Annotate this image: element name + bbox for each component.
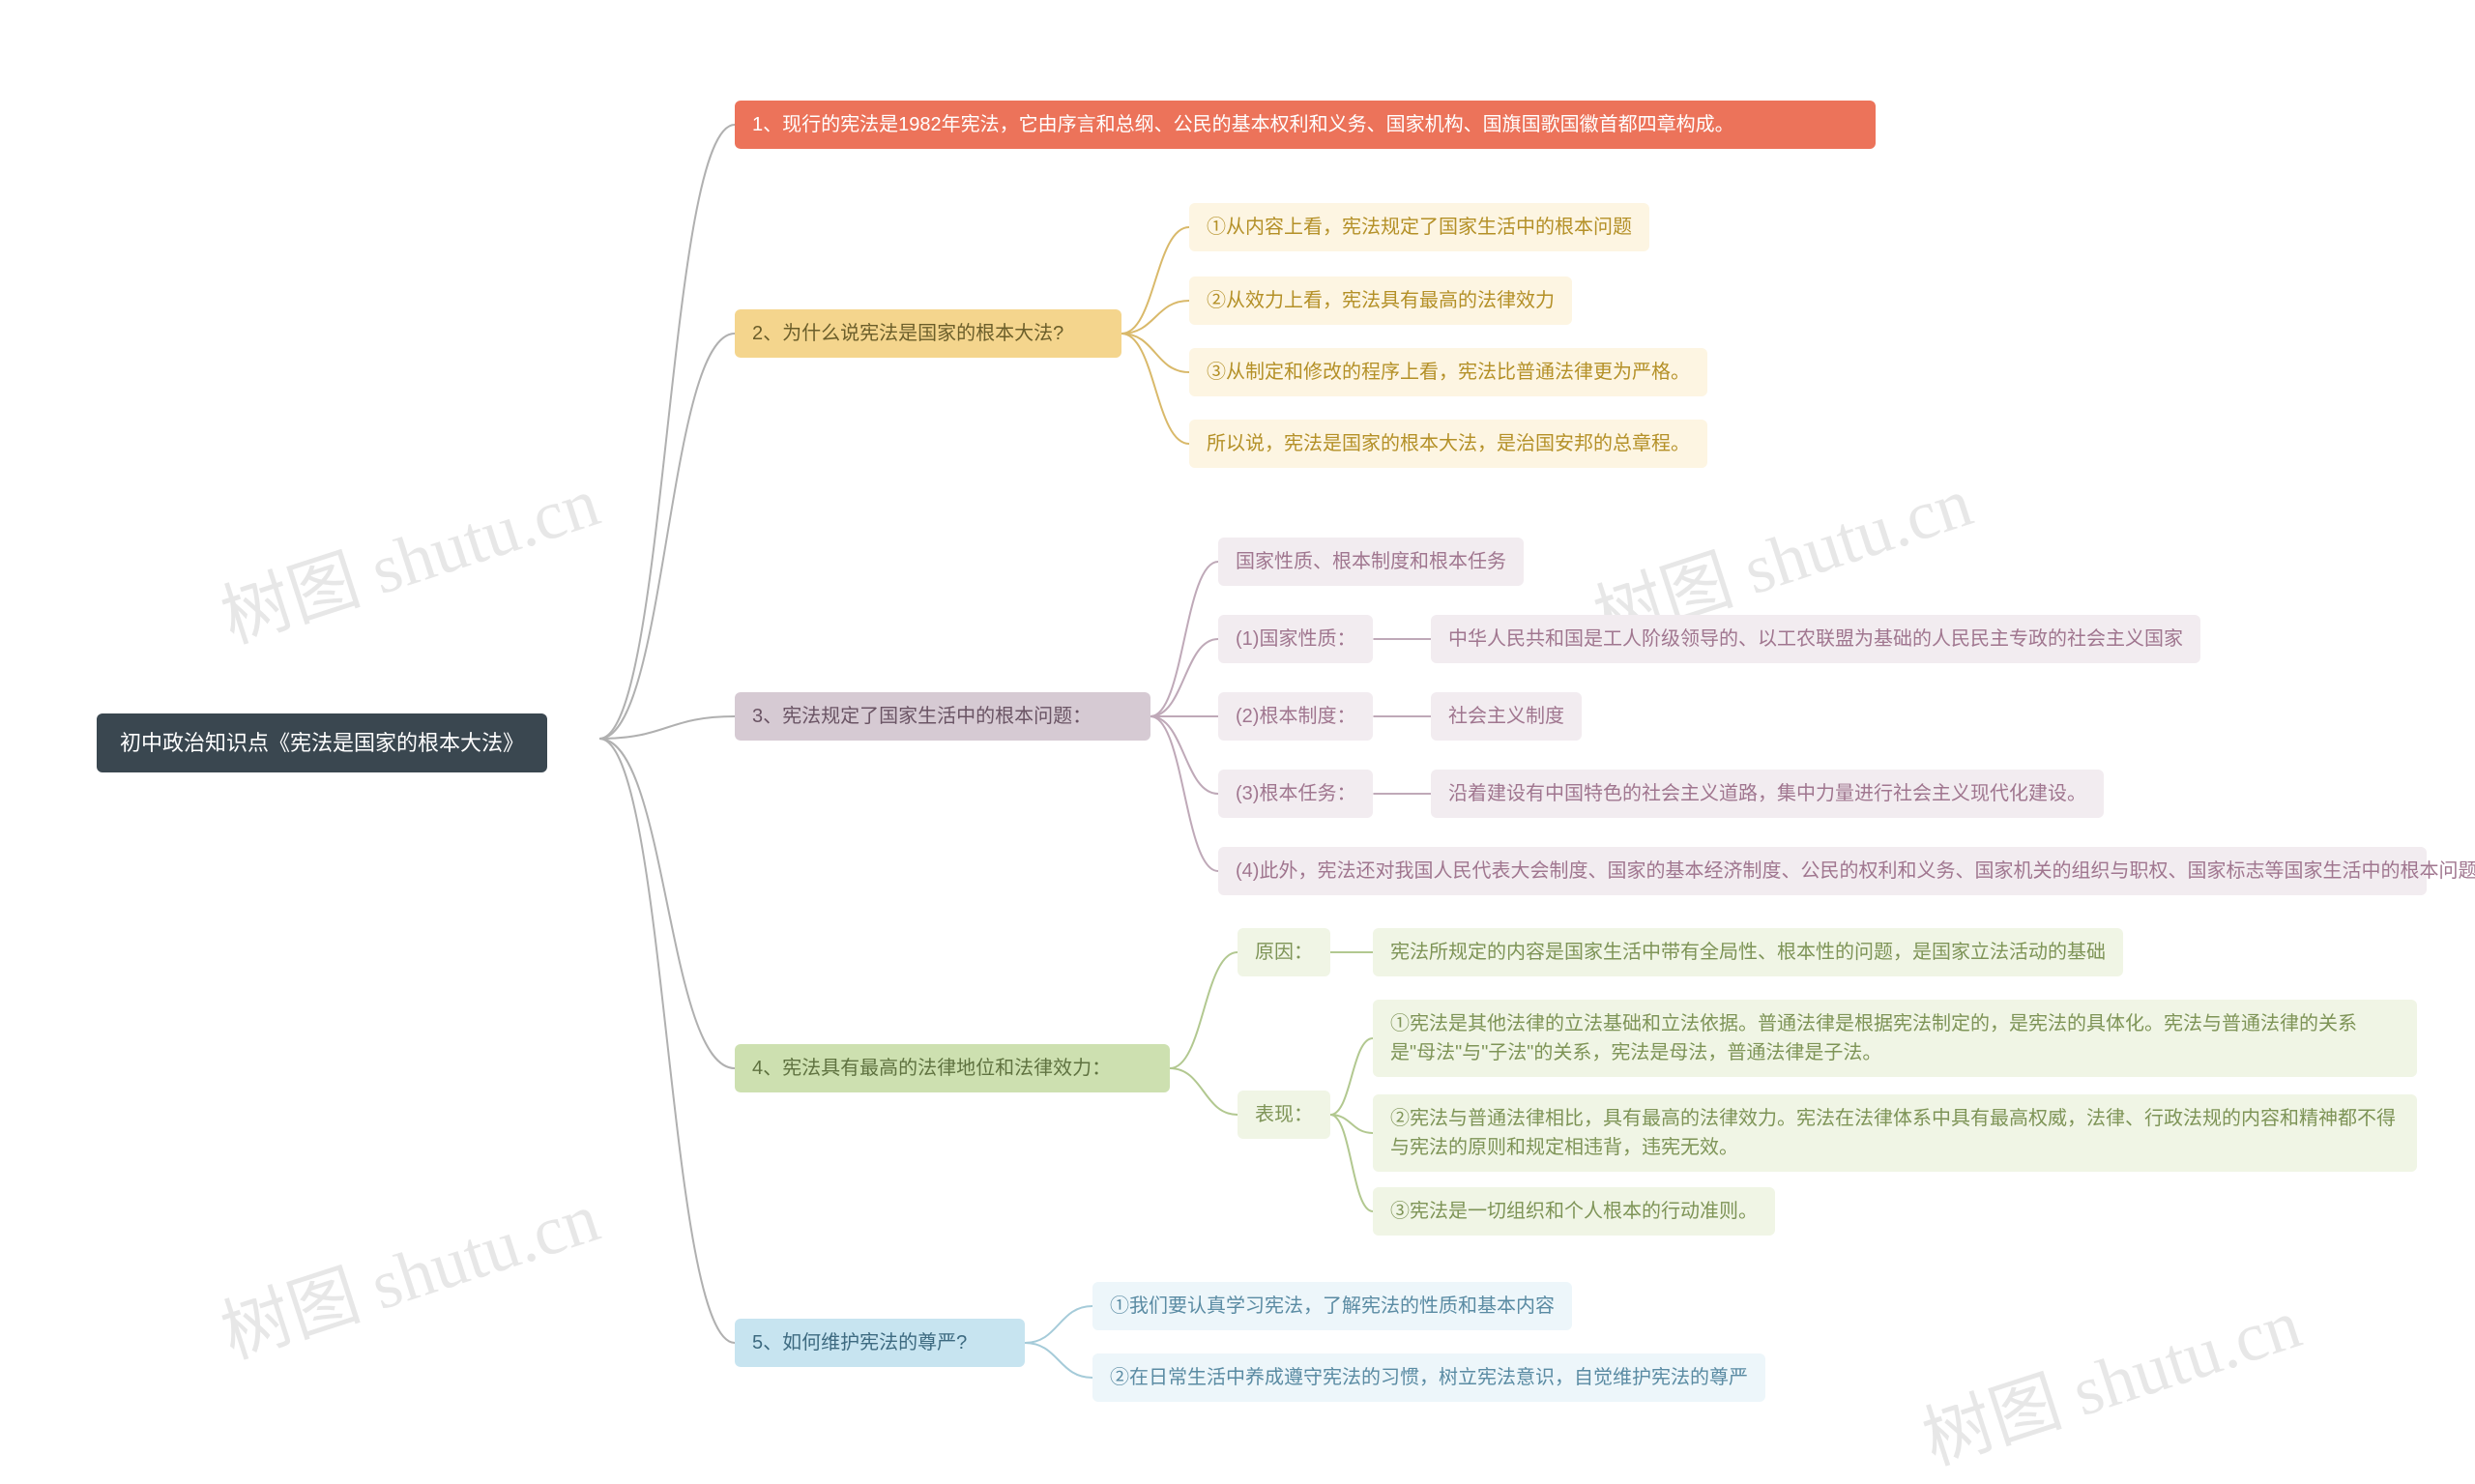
child-node: (3)根本任务： (1218, 770, 1373, 818)
branch-node: 1、现行的宪法是1982年宪法，它由序言和总纲、公民的基本权利和义务、国家机构、… (735, 101, 1876, 149)
leaf-node: ③宪法是一切组织和个人根本的行动准则。 (1373, 1187, 1775, 1236)
child-node: ③从制定和修改的程序上看，宪法比普通法律更为严格。 (1189, 348, 1707, 396)
branch-node: 4、宪法具有最高的法律地位和法律效力： (735, 1044, 1170, 1092)
child-node: 表现： (1238, 1091, 1330, 1139)
child-node: ②从效力上看，宪法具有最高的法律效力 (1189, 276, 1572, 325)
watermark: 树图 shutu.cn (207, 1160, 610, 1378)
child-node: (2)根本制度： (1218, 692, 1373, 741)
child-node: 国家性质、根本制度和根本任务 (1218, 538, 1524, 586)
child-node: ①我们要认真学习宪法，了解宪法的性质和基本内容 (1092, 1282, 1572, 1330)
leaf-node: ①宪法是其他法律的立法基础和立法依据。普通法律是根据宪法制定的，是宪法的具体化。… (1373, 1000, 2417, 1077)
branch-node: 2、为什么说宪法是国家的根本大法? (735, 309, 1121, 358)
child-node: ①从内容上看，宪法规定了国家生活中的根本问题 (1189, 203, 1649, 251)
child-node: (4)此外，宪法还对我国人民代表大会制度、国家的基本经济制度、公民的权利和义务、… (1218, 847, 2427, 895)
child-node: 原因： (1238, 928, 1330, 976)
branch-node: 3、宪法规定了国家生活中的根本问题： (735, 692, 1150, 741)
root-node: 初中政治知识点《宪法是国家的根本大法》 (97, 713, 547, 772)
branch-node: 5、如何维护宪法的尊严? (735, 1319, 1025, 1367)
watermark: 树图 shutu.cn (1908, 1266, 2312, 1484)
leaf-node: ②宪法与普通法律相比，具有最高的法律效力。宪法在法律体系中具有最高权威，法律、行… (1373, 1094, 2417, 1172)
leaf-node: 宪法所规定的内容是国家生活中带有全局性、根本性的问题，是国家立法活动的基础 (1373, 928, 2123, 976)
mindmap-canvas: 树图 shutu.cn树图 shutu.cn树图 shutu.cn树图 shut… (0, 0, 2475, 1429)
watermark: 树图 shutu.cn (207, 445, 610, 662)
child-node: (1)国家性质： (1218, 615, 1373, 663)
leaf-node: 中华人民共和国是工人阶级领导的、以工农联盟为基础的人民民主专政的社会主义国家 (1431, 615, 2200, 663)
child-node: 所以说，宪法是国家的根本大法，是治国安邦的总章程。 (1189, 420, 1707, 468)
leaf-node: 沿着建设有中国特色的社会主义道路，集中力量进行社会主义现代化建设。 (1431, 770, 2104, 818)
leaf-node: 社会主义制度 (1431, 692, 1582, 741)
child-node: ②在日常生活中养成遵守宪法的习惯，树立宪法意识，自觉维护宪法的尊严 (1092, 1353, 1765, 1402)
